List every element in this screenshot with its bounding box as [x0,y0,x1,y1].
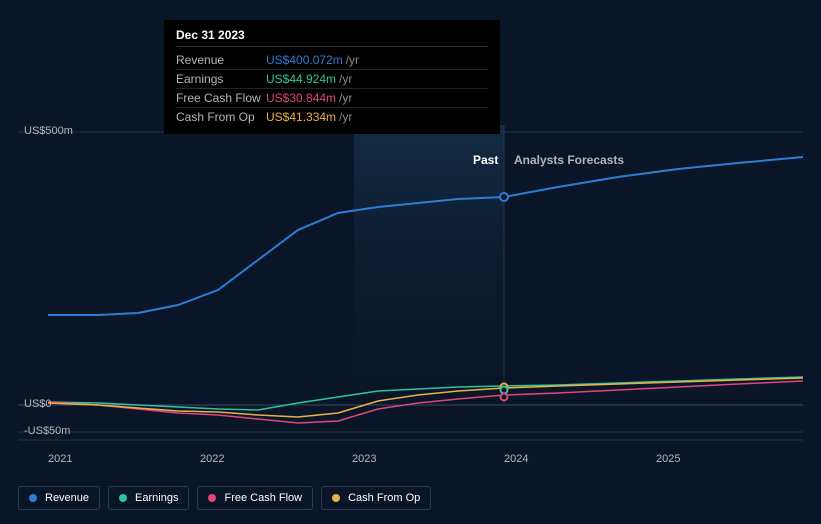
x-axis-label: 2021 [48,453,72,465]
legend-swatch [29,494,37,502]
legend-item-revenue[interactable]: Revenue [18,486,100,510]
tooltip-metric-value: US$41.334m [266,110,336,124]
legend-label: Earnings [135,492,178,504]
legend-item-free-cash-flow[interactable]: Free Cash Flow [197,486,313,510]
legend-swatch [119,494,127,502]
y-axis-label: US$0 [24,398,52,410]
legend-swatch [208,494,216,502]
tooltip-metric-value: US$44.924m [266,72,336,86]
tooltip-metric-label: Earnings [176,72,266,86]
financial-chart [18,125,803,485]
marker-dot [501,387,508,394]
region-label-past: Past [473,153,498,167]
tooltip-date: Dec 31 2023 [176,28,488,47]
legend-label: Cash From Op [348,492,420,504]
tooltip-suffix: /yr [339,91,352,105]
legend-label: Free Cash Flow [224,492,302,504]
legend-item-cash-from-op[interactable]: Cash From Op [321,486,431,510]
tooltip-metric-value: US$30.844m [266,91,336,105]
tooltip-suffix: /yr [339,110,352,124]
tooltip-row: Free Cash FlowUS$30.844m/yr [176,89,488,108]
tooltip-metric-value: US$400.072m [266,53,343,67]
tooltip-row: Cash From OpUS$41.334m/yr [176,108,488,126]
tooltip-suffix: /yr [339,72,352,86]
x-axis-label: 2025 [656,453,680,465]
y-axis-label: US$500m [24,125,73,137]
y-axis-label: -US$50m [24,425,70,437]
region-label-forecast: Analysts Forecasts [514,153,624,167]
tooltip-metric-label: Cash From Op [176,110,266,124]
x-axis-label: 2022 [200,453,224,465]
chart-area: US$500mUS$0-US$50m20212022202320242025Pa… [18,125,803,445]
tooltip-metric-label: Revenue [176,53,266,67]
legend-swatch [332,494,340,502]
tooltip-row: EarningsUS$44.924m/yr [176,70,488,89]
legend-label: Revenue [45,492,89,504]
marker-dot [501,394,508,401]
legend-item-earnings[interactable]: Earnings [108,486,189,510]
tooltip-metric-label: Free Cash Flow [176,91,266,105]
chart-tooltip: Dec 31 2023 RevenueUS$400.072m/yrEarning… [164,20,500,134]
tooltip-suffix: /yr [346,53,359,67]
tooltip-row: RevenueUS$400.072m/yr [176,51,488,70]
chart-legend: Revenue Earnings Free Cash Flow Cash From O… [18,486,431,510]
x-axis-label: 2024 [504,453,528,465]
marker-revenue [500,193,508,201]
x-axis-label: 2023 [352,453,376,465]
